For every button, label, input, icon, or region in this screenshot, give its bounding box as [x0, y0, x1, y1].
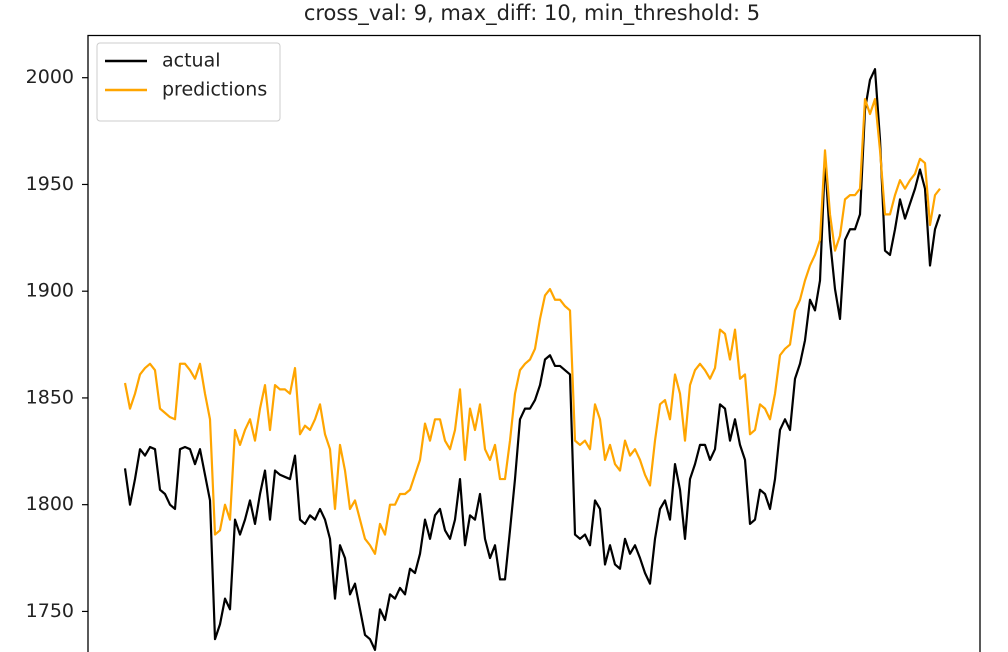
- legend-label: actual: [162, 50, 221, 72]
- y-tick-label: 1850: [26, 386, 74, 408]
- plot-lines: [123, 68, 942, 651]
- legend: [96, 42, 281, 122]
- series-line: [123, 68, 942, 651]
- y-tick-label: 2000: [26, 66, 74, 88]
- legend-label: predictions: [162, 79, 267, 101]
- y-tick-label: 1950: [26, 173, 74, 195]
- chart-title: cross_val: 9, max_diff: 10, min_threshol…: [304, 1, 760, 26]
- y-tick-label: 1900: [26, 280, 74, 302]
- y-tick-label: 1800: [26, 493, 74, 515]
- y-tick-label: 1750: [26, 600, 74, 622]
- series-line: [123, 97, 941, 555]
- plot-frame: [87, 34, 981, 652]
